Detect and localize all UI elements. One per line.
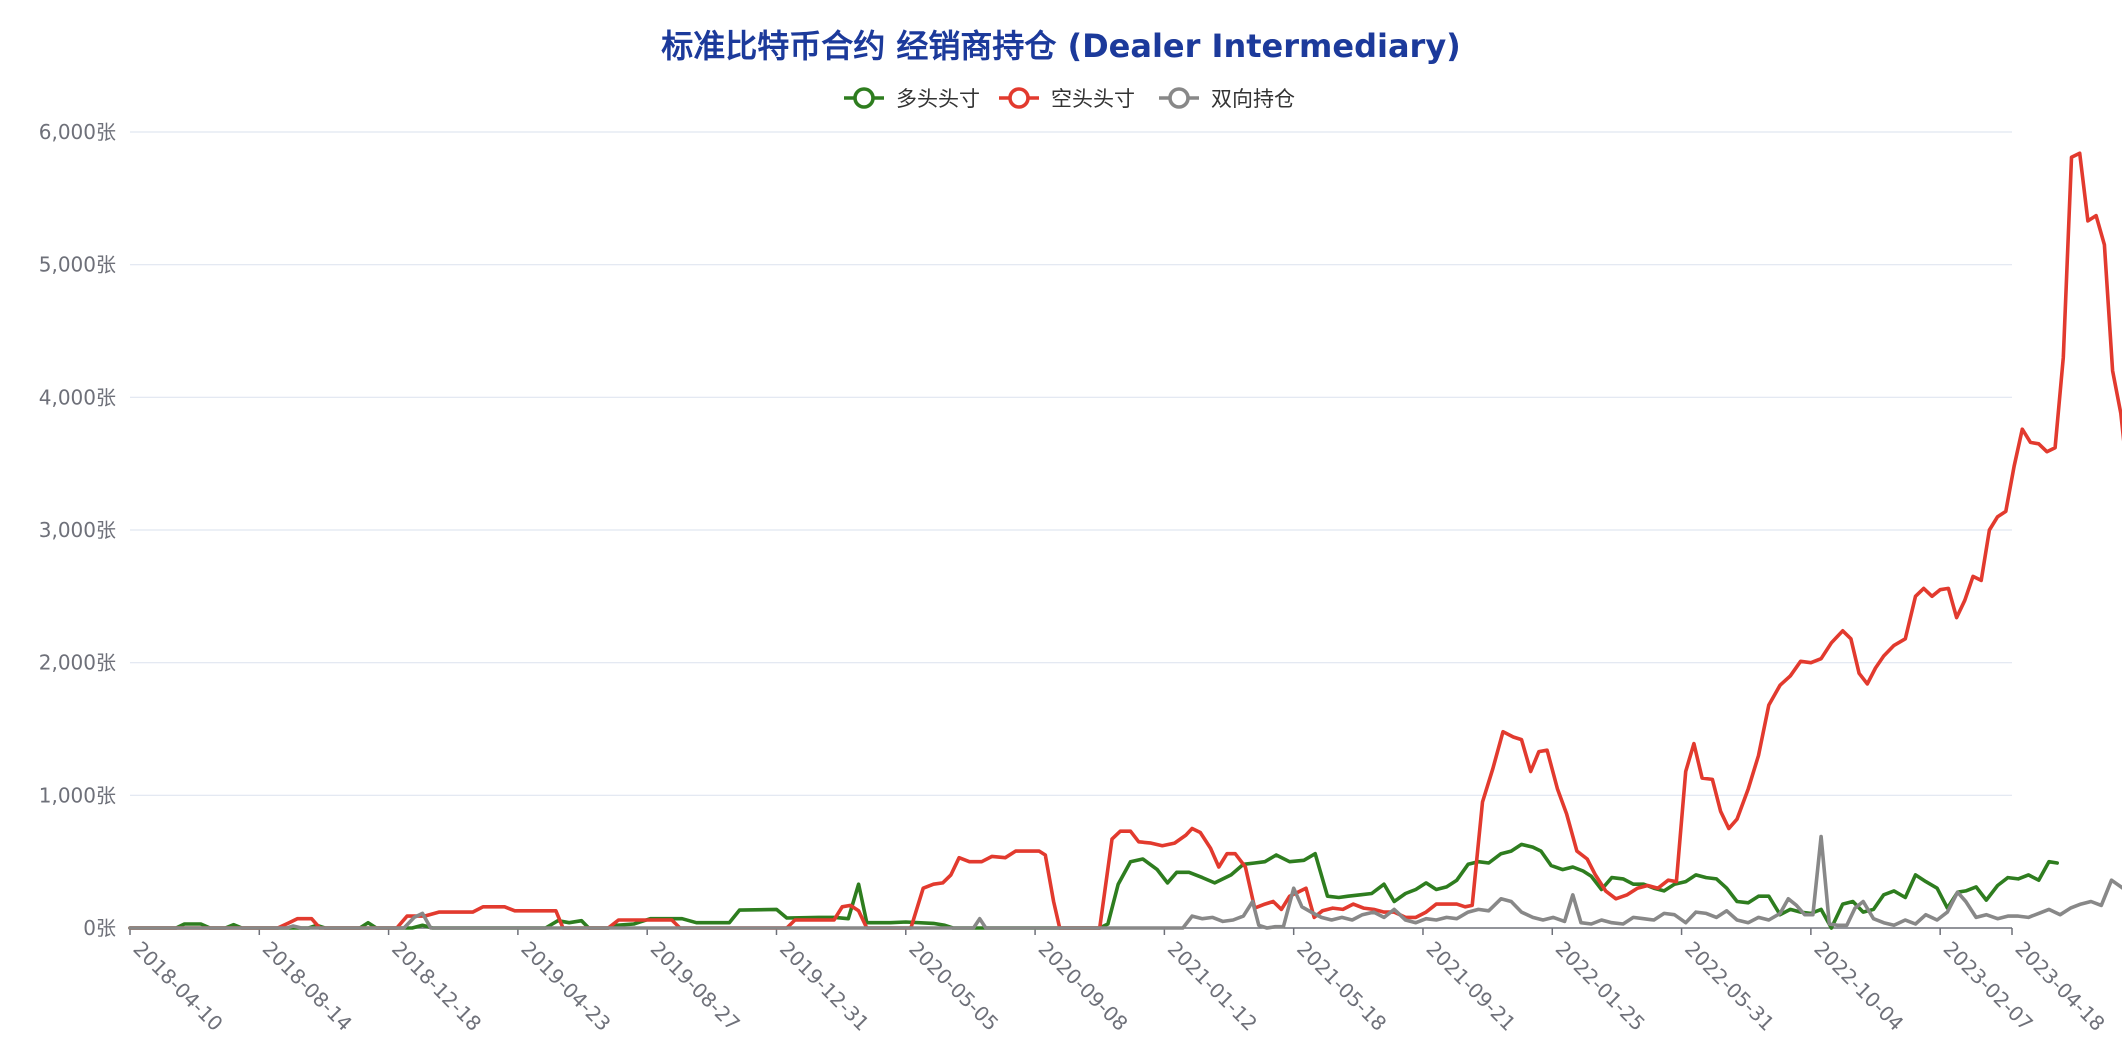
- y-tick-label: 5,000张: [39, 253, 116, 277]
- x-axis: 2018-04-10 2018-08-14 2018-12-18 2019-04-23…: [128, 927, 2110, 1036]
- y-tick-label: 3,000张: [39, 518, 116, 542]
- y-tick-label: 6,000张: [39, 120, 116, 144]
- x-tick-label: 2018-12-18: [387, 937, 486, 1036]
- y-axis: 0张 1,000张 2,000张 3,000张 4,000张 5,000张 6,000张: [39, 120, 116, 940]
- legend-circle-marker: [1008, 87, 1030, 109]
- series-layer: [128, 151, 2122, 930]
- x-tick-label: 2019-04-23: [516, 937, 615, 1036]
- y-tick-label: 1,000张: [39, 783, 116, 807]
- chart-title: 标准比特币合约 经销商持仓 (Dealer Intermediary): [661, 27, 1461, 65]
- legend[interactable]: 多头头寸 空头头寸 双向持仓: [844, 87, 1295, 111]
- x-tick-label: 2019-12-31: [775, 937, 874, 1036]
- x-tick-label: 2019-08-27: [646, 937, 745, 1036]
- x-tick-label: 2022-05-31: [1680, 937, 1779, 1036]
- x-tick-label: 2020-09-08: [1034, 937, 1133, 1036]
- legend-label: 空头头寸: [1051, 87, 1135, 111]
- x-tick-label: 2021-01-12: [1163, 937, 1262, 1036]
- legend-item-2[interactable]: 空头头寸: [999, 87, 1135, 111]
- x-tick-label: 2018-04-10: [128, 937, 227, 1036]
- grid: [130, 131, 2012, 796]
- x-tick-label: 2021-09-21: [1421, 937, 1520, 1036]
- legend-circle-marker: [853, 87, 875, 109]
- series-line-3: [128, 834, 2122, 930]
- legend-label: 多头头寸: [896, 87, 980, 111]
- x-tick-label: 2018-08-14: [258, 937, 357, 1036]
- x-tick-label: 2022-01-25: [1551, 937, 1650, 1036]
- y-tick-label: 2,000张: [39, 651, 116, 675]
- x-tick-label: 2020-05-05: [904, 937, 1003, 1036]
- legend-label: 双向持仓: [1211, 87, 1295, 111]
- y-tick-label: 0张: [83, 916, 116, 940]
- legend-item-1[interactable]: 多头头寸: [844, 87, 980, 111]
- x-tick-label: 2021-05-18: [1292, 937, 1391, 1036]
- series-line-2: [128, 151, 2122, 930]
- legend-item-3[interactable]: 双向持仓: [1159, 87, 1295, 111]
- x-tick-label: 2022-10-04: [1809, 937, 1908, 1036]
- y-tick-label: 4,000张: [39, 385, 116, 409]
- legend-circle-marker: [1168, 87, 1190, 109]
